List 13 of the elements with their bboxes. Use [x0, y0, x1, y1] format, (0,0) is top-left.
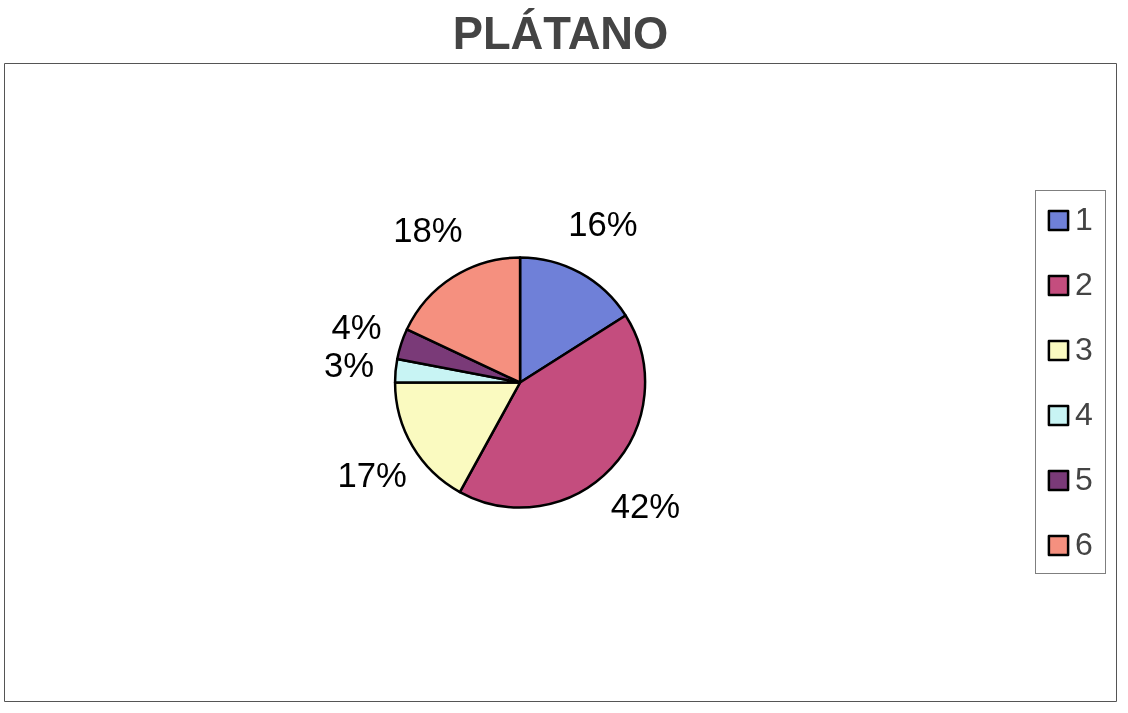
data-label: 42% [610, 487, 681, 526]
data-label: 18% [393, 210, 463, 249]
data-label: 3% [323, 346, 375, 385]
legend-label: 1 [1075, 201, 1094, 238]
data-label: 16% [568, 205, 638, 244]
legend-label: 4 [1075, 396, 1094, 433]
legend-label: 3 [1075, 331, 1094, 368]
legend-label: 2 [1075, 266, 1094, 303]
legend-label: 6 [1075, 526, 1094, 563]
data-label: 4% [331, 307, 382, 346]
data-label: 17% [337, 455, 407, 494]
legend-label: 5 [1075, 461, 1094, 498]
chart-title: PLÁTANO [452, 7, 669, 59]
